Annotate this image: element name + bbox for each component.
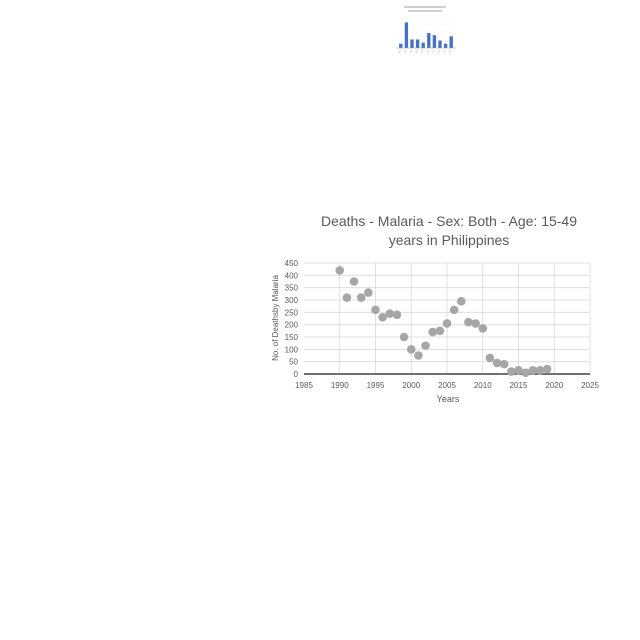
thumbnail-tick-mark: [443, 49, 446, 54]
y-axis-label: No. of Deathsby Malaria: [271, 275, 280, 361]
thumbnail-bar: [432, 35, 437, 48]
data-point: [385, 309, 395, 318]
thumbnail-tick-mark: [415, 49, 418, 54]
data-point: [528, 366, 538, 375]
data-point: [507, 367, 516, 376]
data-point: [428, 327, 437, 337]
thumbnail-tick-mark: [432, 49, 435, 54]
data-point: [378, 312, 387, 322]
y-tick-label: 300: [285, 296, 299, 305]
thumbnail-bar: [449, 36, 453, 48]
y-tick-label: 150: [285, 333, 299, 342]
data-point: [421, 341, 430, 350]
thumbnail-tick-mark: [404, 49, 407, 54]
thumbnail-bar: [415, 39, 420, 48]
data-point: [457, 296, 466, 306]
y-tick-label: 350: [285, 284, 299, 293]
data-point: [342, 293, 352, 302]
y-tick-label: 200: [285, 321, 299, 330]
thumbnail-bar: [399, 43, 403, 48]
data-point: [414, 351, 423, 360]
thumbnail-bar: [410, 39, 414, 48]
data-point: [449, 305, 459, 315]
y-tick-label: 50: [289, 358, 298, 367]
data-point: [492, 358, 502, 368]
y-tick-label: 450: [285, 259, 299, 268]
data-point: [485, 353, 495, 363]
x-axis-label: Years: [437, 394, 460, 404]
thumbnail-tick-mark: [448, 49, 452, 54]
thumbnail-title-line-1: [404, 6, 446, 8]
thumbnail-tick-mark: [398, 49, 402, 54]
data-point: [499, 359, 509, 369]
x-tick-label: 2025: [581, 381, 599, 390]
chart-title-line-1: Deaths - Malaria - Sex: Both - Age: 15-4…: [321, 213, 577, 229]
thumbnail-tick-mark: [420, 49, 424, 54]
data-point: [371, 305, 380, 315]
data-point: [392, 310, 402, 320]
thumbnail-bar: [404, 22, 409, 48]
thumbnail-tick-mark: [409, 49, 413, 54]
data-point: [535, 366, 545, 375]
thumbnail-bar: [421, 42, 425, 48]
x-tick-label: 2010: [474, 381, 492, 390]
data-point: [364, 288, 373, 297]
scatter-chart: Deaths - Malaria - Sex: Both - Age: 15-4…: [271, 213, 599, 404]
data-point: [335, 266, 345, 275]
x-tick-label: 1990: [331, 381, 349, 390]
y-tick-label: 250: [285, 308, 299, 317]
x-tick-label: 1985: [295, 381, 313, 390]
data-point: [464, 317, 473, 327]
y-tick-label: 0: [294, 370, 299, 379]
x-tick-label: 2015: [510, 381, 528, 390]
data-point: [542, 364, 552, 374]
y-tick-label: 100: [285, 345, 299, 354]
data-point: [399, 332, 409, 342]
thumbnail-bar-chart: [392, 4, 458, 60]
thumbnail-tick-mark: [437, 49, 441, 54]
data-point: [435, 326, 445, 336]
x-tick-label: 2020: [545, 381, 563, 390]
data-point: [406, 345, 416, 354]
data-point: [356, 293, 366, 302]
chart-title-line-2: years in Philippines: [389, 232, 510, 248]
y-tick-label: 400: [285, 271, 299, 280]
data-point: [349, 277, 359, 286]
data-point: [471, 319, 480, 328]
data-point: [521, 368, 530, 378]
data-point: [478, 324, 488, 333]
thumbnail-tick-mark: [426, 49, 430, 54]
thumbnail-title-line-2: [408, 10, 442, 12]
thumbnail-bar: [438, 40, 442, 48]
data-point: [442, 319, 452, 328]
x-tick-label: 2005: [438, 381, 456, 390]
thumbnail-bar: [427, 33, 431, 48]
thumbnail-bar: [443, 43, 448, 48]
x-tick-label: 2000: [402, 381, 420, 390]
x-tick-label: 1995: [367, 381, 385, 390]
data-point: [514, 366, 523, 375]
